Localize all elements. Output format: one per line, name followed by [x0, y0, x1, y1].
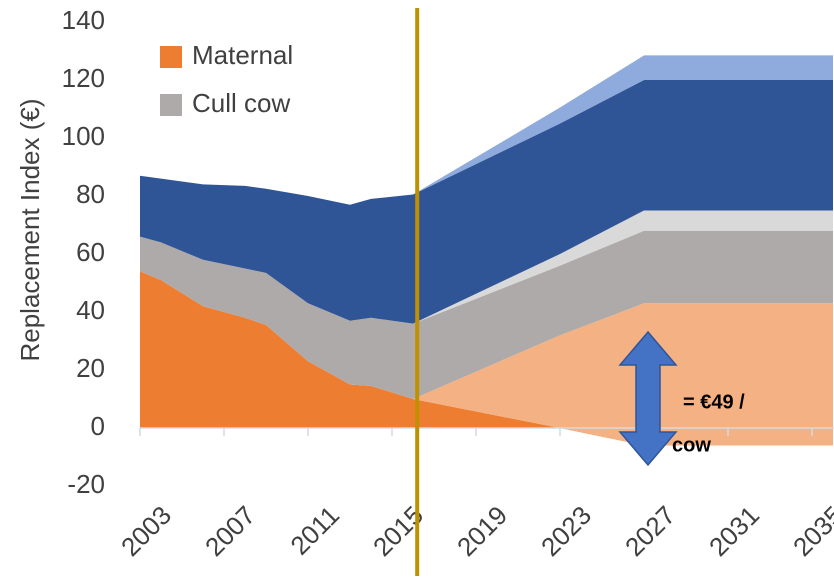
area [140, 271, 833, 446]
x-tick-label: 2015 [367, 500, 429, 562]
area [140, 80, 833, 324]
y-tick-label: 120 [62, 63, 105, 93]
y-tick-label: -20 [67, 469, 105, 499]
difference-arrow [618, 330, 678, 467]
x-tick-label: 2023 [535, 500, 597, 562]
x-tick-label: 2035 [787, 500, 834, 562]
y-tick-label: 40 [76, 295, 105, 325]
area [140, 230, 833, 399]
legend-swatch [160, 94, 182, 116]
y-axis-title: Replacement Index (€) [15, 98, 45, 361]
y-tick-label: 20 [76, 353, 105, 383]
x-tick-label: 2027 [619, 500, 681, 562]
x-tick-label: 2007 [199, 500, 261, 562]
y-tick-label: 100 [62, 121, 105, 151]
legend-label: Cull cow [192, 88, 290, 118]
y-tick-label: 0 [91, 411, 105, 441]
x-tick-label: 2019 [451, 500, 513, 562]
y-tick-label: 60 [76, 237, 105, 267]
y-tick-label: 80 [76, 179, 105, 209]
legend-label: Maternal [192, 40, 293, 70]
y-tick-label: 140 [62, 5, 105, 35]
annotation: cow [672, 434, 711, 456]
x-tick-label: 2011 [284, 500, 345, 561]
area [140, 210, 833, 324]
x-tick-label: 2003 [115, 500, 177, 562]
legend-swatch [160, 46, 182, 68]
area [140, 55, 833, 205]
annotation: = €49 / [683, 391, 745, 413]
double-arrow [618, 330, 678, 467]
x-tick-label: 2031 [703, 500, 765, 562]
